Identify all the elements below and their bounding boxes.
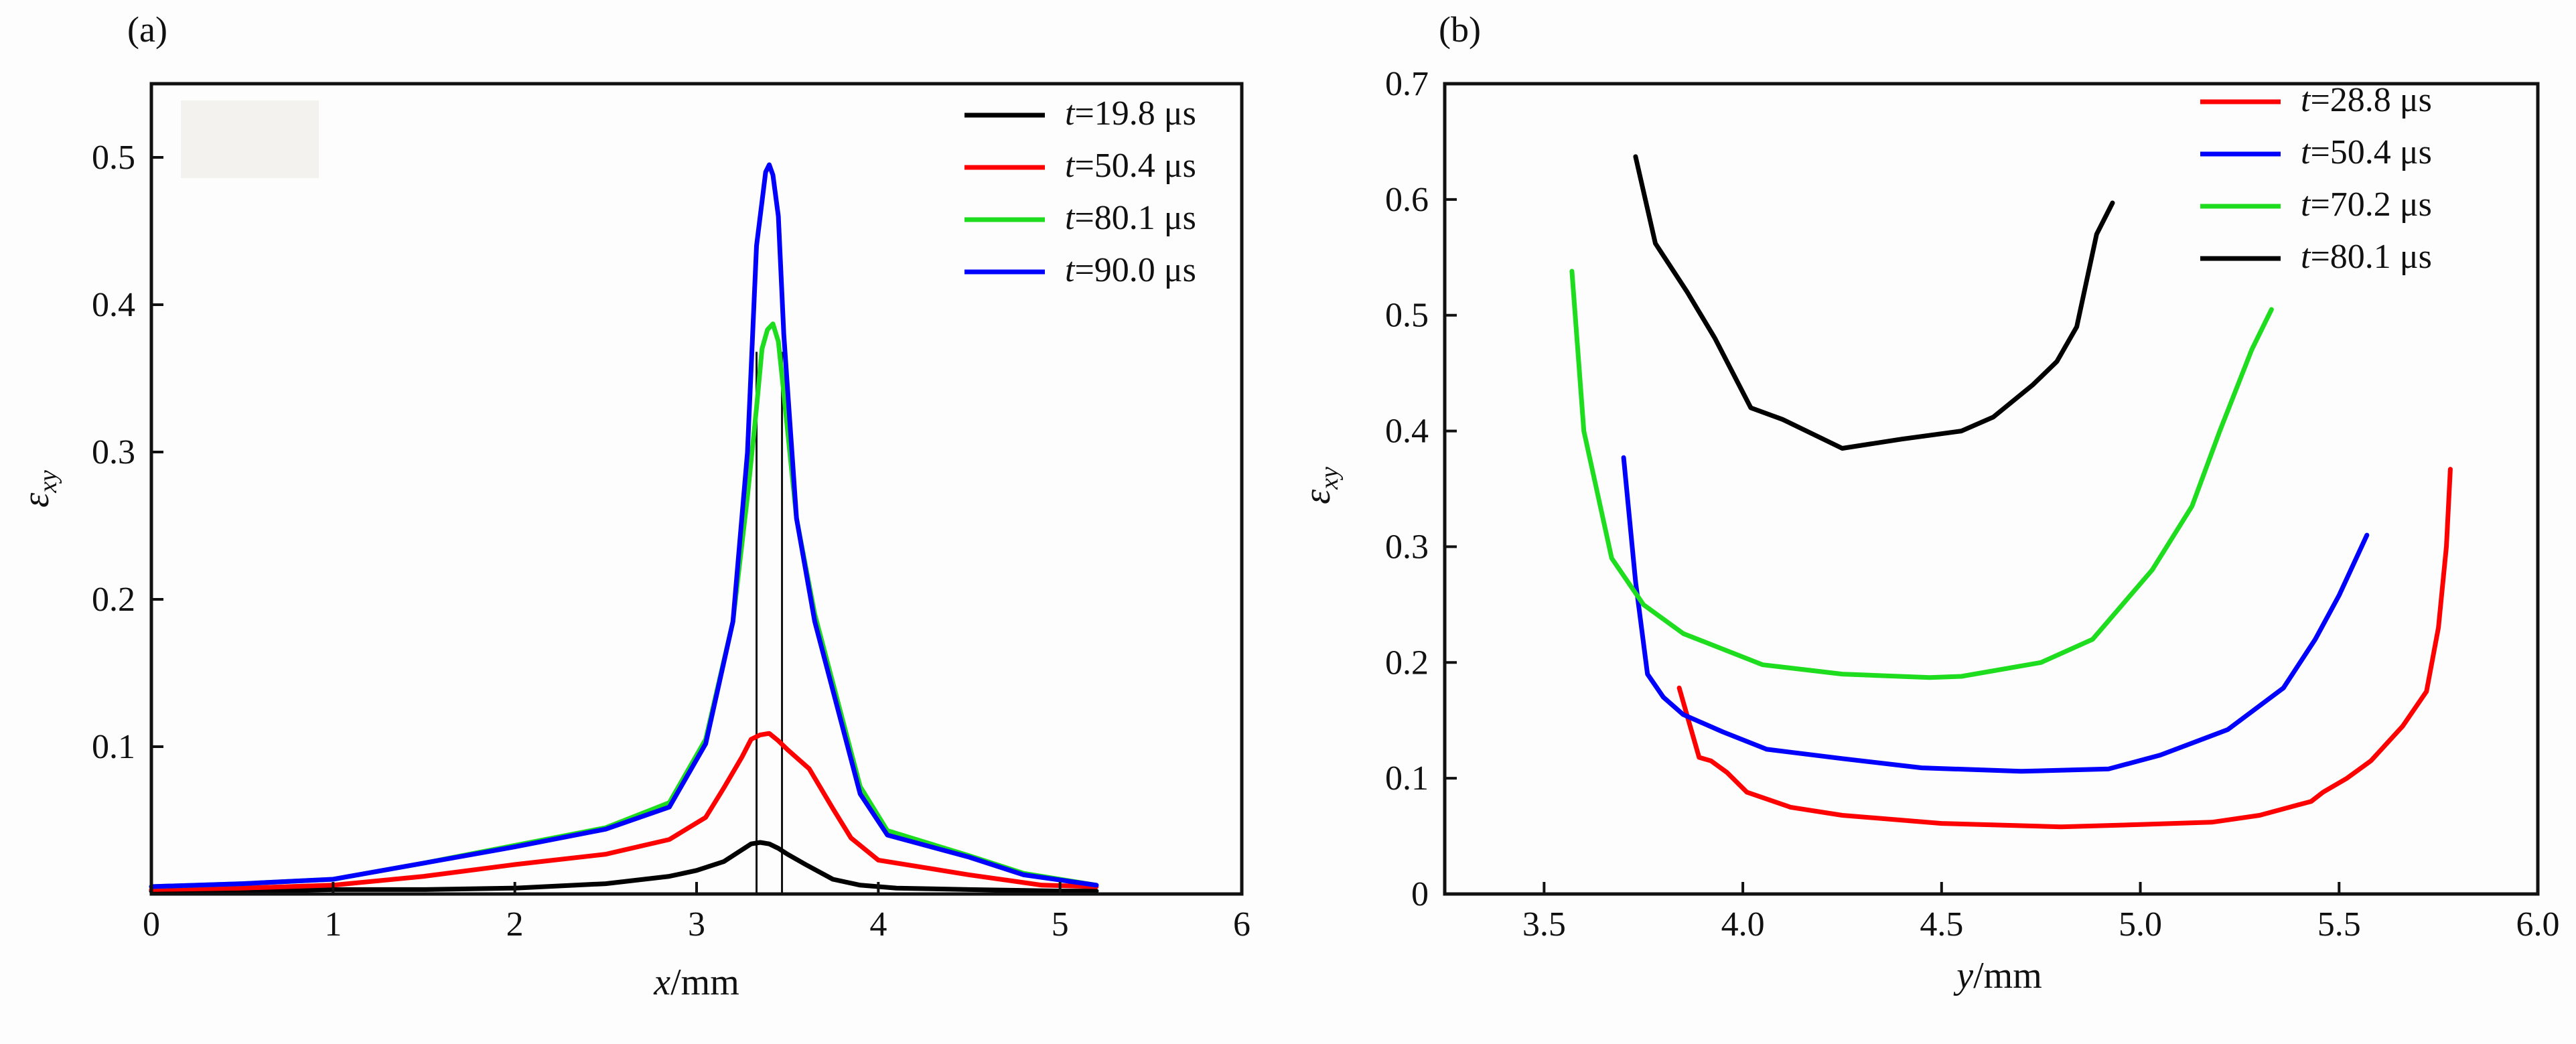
x-tick-label: 6 (1233, 905, 1250, 944)
series-line (149, 731, 1099, 892)
y-tick-label: 0.2 (92, 581, 135, 619)
legend-var: t (1065, 147, 1076, 185)
legend-label: t=80.1 μs (2301, 238, 2432, 276)
legend-label: t=70.2 μs (2301, 185, 2432, 224)
legend-var: t (2301, 238, 2311, 276)
legend-name: =50.4 μs (1074, 147, 1196, 185)
x-tick-label: 4.0 (1721, 905, 1765, 944)
x-tick-label: 2 (506, 905, 524, 944)
x-tick-label: 5 (1052, 905, 1069, 944)
y-tick-label: 0.7 (1385, 65, 1429, 103)
y-tick-label: 0.5 (92, 139, 135, 177)
panel-a-label: (a) (127, 9, 167, 50)
panel-b-x-unit: /mm (1973, 955, 2042, 996)
x-tick-label: 3 (688, 905, 705, 944)
panel-a-y-axis-title: εxy (15, 470, 62, 508)
legend-name: =90.0 μs (1074, 251, 1196, 289)
y-tick-label: 0.1 (92, 728, 135, 766)
x-tick-label: 5.0 (2119, 905, 2162, 944)
legend-var: t (1065, 94, 1076, 133)
panel-a-legend: t=19.8 μst=50.4 μst=80.1 μst=90.0 μs (964, 94, 1196, 289)
panel-b-legend: t=28.8 μst=50.4 μst=70.2 μst=80.1 μs (2200, 81, 2432, 276)
panel-a-x-unit: /mm (670, 962, 739, 1003)
panel-b-label: (b) (1439, 9, 1481, 50)
panel-b-series-group (1569, 154, 2453, 830)
legend-label: t=19.8 μs (1065, 94, 1196, 133)
legend-name: =80.1 μs (2310, 238, 2431, 276)
panel-a-x-var: x (653, 962, 670, 1003)
legend-name: =50.4 μs (2310, 133, 2431, 171)
panel-b: (b) 3.5 4.0 4.5 5.0 5.5 6.0 00.10.20.30.40.50… (1297, 9, 2560, 996)
series-line (1676, 467, 2453, 830)
panel-a-x-axis-title: x/mm (653, 962, 739, 1003)
legend-var: t (1065, 251, 1076, 289)
x-tick-label: 4.5 (1920, 905, 1963, 944)
legend-name: =19.8 μs (1074, 94, 1196, 133)
legend-label: t=80.1 μs (1065, 199, 1196, 237)
legend-var: t (2301, 133, 2311, 171)
panel-a-y-var: ε (15, 492, 57, 508)
panel-a-x-ticks: 0 1 2 3 4 5 6 (143, 882, 1250, 944)
legend-var: t (2301, 185, 2311, 224)
x-tick-label: 1 (324, 905, 342, 944)
panel-b-y-ticks: 0 0.1 0.2 0.3 0.4 0.5 0.6 0.7 (1385, 65, 1457, 913)
y-tick-label: 0.5 (1385, 297, 1429, 335)
legend-label: t=50.4 μs (2301, 133, 2432, 171)
x-tick-label: 3.5 (1522, 905, 1566, 944)
series-line (149, 162, 1099, 889)
legend-label: t=50.4 μs (1065, 147, 1196, 185)
series-line (1633, 154, 2115, 451)
panel-b-y-sub: xy (1315, 467, 1344, 490)
legend-var: t (1065, 199, 1076, 237)
legend-var: t (2301, 81, 2311, 119)
y-tick-label: 0.3 (1385, 528, 1429, 566)
panel-b-y-var: ε (1297, 489, 1338, 504)
panel-b-x-ticks: 3.5 4.0 4.5 5.0 5.5 6.0 (1522, 882, 2560, 944)
panel-b-x-var: y (1953, 955, 1973, 996)
panel-b-x-axis-title: y/mm (1953, 955, 2042, 996)
series-line (1569, 269, 2274, 680)
y-tick-label: 0.3 (92, 433, 135, 471)
y-tick-label: 0.1 (1385, 759, 1429, 798)
series-line (1621, 455, 2370, 774)
panel-a-y-ticks: 0.1 0.2 0.3 0.4 0.5 (92, 139, 163, 766)
y-tick-label: 0 (1411, 875, 1429, 913)
x-tick-label: 0 (143, 905, 160, 944)
x-tick-label: 6.0 (2516, 905, 2560, 944)
x-tick-label: 5.5 (2317, 905, 2361, 944)
panel-b-frame (1443, 82, 2540, 896)
legend-label: t=28.8 μs (2301, 81, 2432, 119)
panel-a-reference-lines (756, 352, 784, 894)
y-tick-label: 0.6 (1385, 181, 1429, 219)
panel-b-y-axis-title: εxy (1297, 467, 1344, 504)
panel-a-y-sub: xy (34, 470, 62, 494)
legend-name: =28.8 μs (2310, 81, 2431, 119)
panel-a-blank-patch (181, 100, 319, 178)
y-tick-label: 0.4 (92, 286, 135, 324)
y-tick-label: 0.4 (1385, 413, 1429, 451)
legend-name: =70.2 μs (2310, 185, 2431, 224)
x-tick-label: 4 (869, 905, 887, 944)
legend-name: =80.1 μs (1074, 199, 1196, 237)
legend-label: t=90.0 μs (1065, 251, 1196, 289)
y-tick-label: 0.2 (1385, 644, 1429, 682)
